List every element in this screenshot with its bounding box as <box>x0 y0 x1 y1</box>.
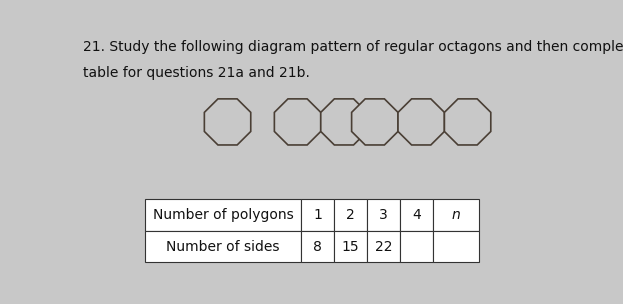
Text: Number of polygons: Number of polygons <box>153 208 293 222</box>
Polygon shape <box>204 99 250 145</box>
Bar <box>302 199 335 231</box>
Bar <box>400 231 433 262</box>
Text: 22: 22 <box>375 240 392 254</box>
Text: 2: 2 <box>346 208 355 222</box>
Bar <box>335 231 367 262</box>
Bar <box>145 199 302 231</box>
Bar <box>400 199 433 231</box>
Polygon shape <box>444 99 491 145</box>
Text: 15: 15 <box>342 240 359 254</box>
Bar <box>145 231 302 262</box>
Bar <box>367 199 400 231</box>
Bar <box>335 199 367 231</box>
Bar <box>302 231 335 262</box>
Bar <box>367 231 400 262</box>
Text: Number of sides: Number of sides <box>166 240 280 254</box>
Polygon shape <box>351 99 398 145</box>
Polygon shape <box>321 99 367 145</box>
Polygon shape <box>274 99 321 145</box>
Bar <box>433 199 478 231</box>
Text: 21. Study the following diagram pattern of regular octagons and then complete th: 21. Study the following diagram pattern … <box>83 40 623 54</box>
Text: 3: 3 <box>379 208 388 222</box>
Text: 4: 4 <box>412 208 421 222</box>
Text: 8: 8 <box>313 240 322 254</box>
Polygon shape <box>398 99 444 145</box>
Text: table for questions 21a and 21b.: table for questions 21a and 21b. <box>83 66 310 80</box>
Bar <box>433 231 478 262</box>
Text: n: n <box>451 208 460 222</box>
Text: 1: 1 <box>313 208 322 222</box>
